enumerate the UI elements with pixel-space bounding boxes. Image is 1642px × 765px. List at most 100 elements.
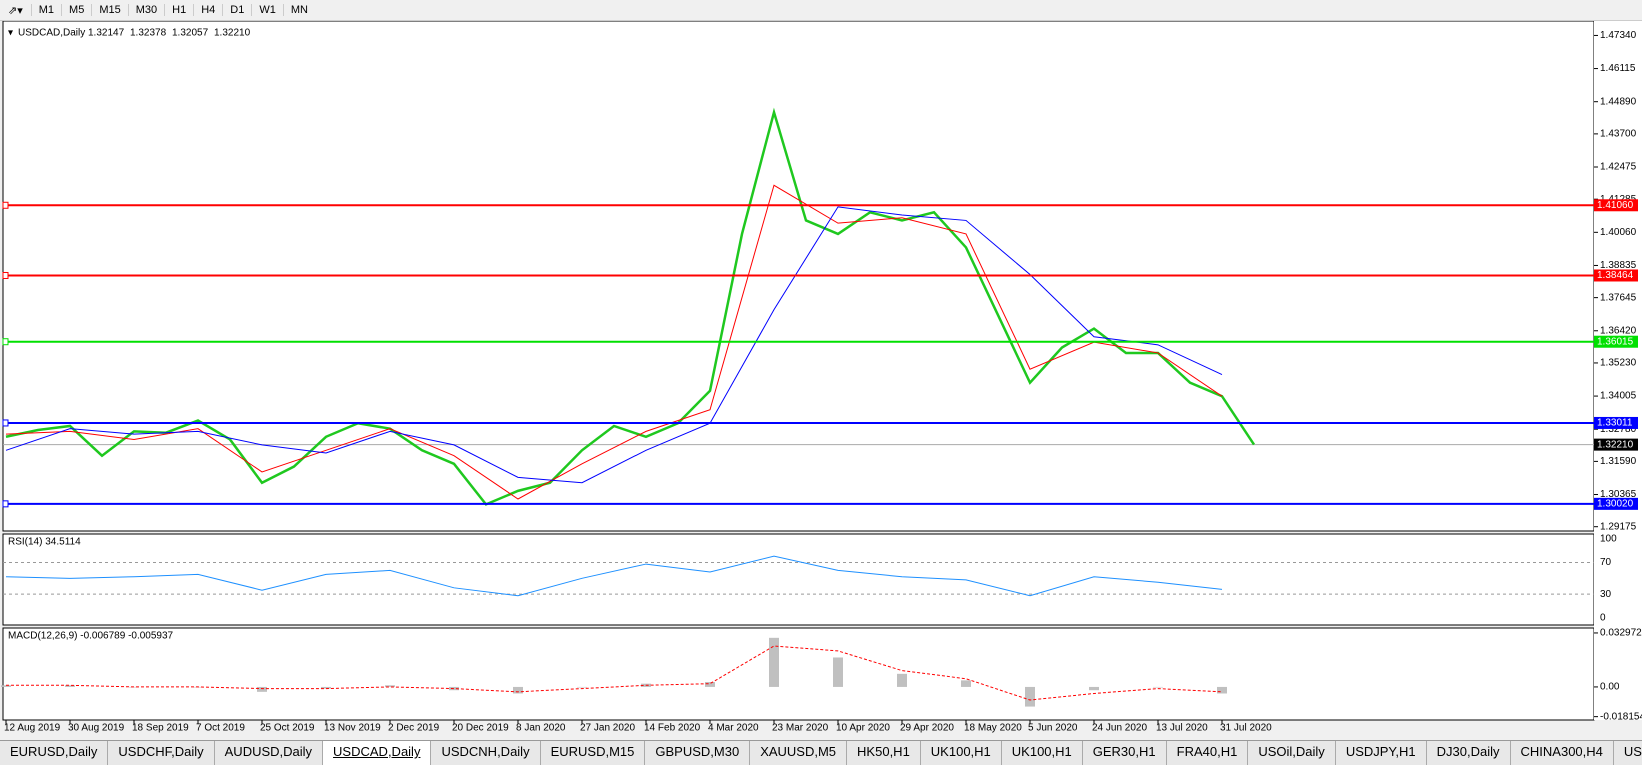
rsi-tick-label: 100: [1600, 533, 1617, 544]
timeframe-button[interactable]: MN: [282, 4, 315, 16]
date-label: 10 Apr 2020: [836, 723, 890, 734]
price-tick-label: 1.46115: [1600, 63, 1636, 74]
chart-tab[interactable]: AUDUSD,Daily: [214, 741, 324, 765]
macd-bar: [769, 637, 779, 687]
level-label-bg: [1594, 199, 1638, 212]
level-label: 1.33011: [1597, 418, 1633, 429]
date-label: 31 Jul 2020: [1220, 723, 1272, 734]
chart-tab[interactable]: GBPUSD,M30: [645, 741, 751, 765]
price-tick-label: 1.44890: [1600, 96, 1637, 107]
date-label: 23 Mar 2020: [772, 723, 829, 734]
timeframe-button[interactable]: H1: [164, 4, 193, 16]
current-price-label: 1.32210: [1597, 439, 1634, 450]
chart-tab[interactable]: DJ30,Daily: [1426, 741, 1511, 765]
price-tick-label: 1.40060: [1600, 227, 1637, 238]
macd-bar: [385, 685, 395, 687]
level-handle: [2, 271, 9, 279]
macd-bar: [513, 686, 523, 694]
price-tick-label: 1.31590: [1600, 456, 1637, 467]
level-label-bg: [1594, 416, 1638, 429]
price-tick-label: 1.38835: [1600, 260, 1637, 271]
macd-title: MACD(12,26,9) -0.006789 -0.005937: [8, 631, 174, 642]
macd-bar: [449, 686, 459, 691]
timeframe-button[interactable]: M5: [61, 4, 91, 16]
symbol: USDCAD,Daily: [18, 28, 85, 39]
chart-tab[interactable]: HK50,H1: [847, 741, 921, 765]
chart-tab[interactable]: UK100,H1: [1001, 741, 1083, 765]
level-label: 1.41060: [1597, 200, 1634, 211]
chart-tab[interactable]: USOil,Daily: [1248, 741, 1336, 765]
macd-bar: [833, 657, 843, 687]
timeframe-button[interactable]: H4: [193, 4, 222, 16]
chart-tab[interactable]: USDCHF,Daily: [108, 741, 215, 765]
date-label: 25 Oct 2019: [260, 723, 315, 734]
price-tick-label: 1.36420: [1600, 325, 1637, 336]
menu-icon[interactable]: ⇗▾: [8, 4, 23, 17]
ohlc-value: 1.32057: [172, 28, 209, 39]
chart-tab[interactable]: USDCNH,Daily: [431, 741, 541, 765]
date-label: 4 Mar 2020: [708, 723, 759, 734]
macd-bar: [1089, 686, 1099, 691]
timeframe-button[interactable]: M1: [30, 4, 61, 16]
chart-tab[interactable]: EURUSD,M15: [540, 741, 646, 765]
macd-bar: [705, 682, 715, 687]
chart-tab[interactable]: EURUSD,Daily: [0, 741, 109, 765]
level-label: 1.38464: [1597, 270, 1634, 281]
chart-tab[interactable]: CHINA300,H4: [1510, 741, 1614, 765]
macd-signal: [6, 645, 1223, 701]
rsi-tick-label: 70: [1600, 557, 1612, 568]
chart-tab[interactable]: FRA40,H1: [1166, 741, 1249, 765]
tab-bar: EURUSD,Daily USDCHF,Daily AUDUSD,Daily USDC…: [0, 740, 1642, 765]
macd-bar: [577, 686, 587, 688]
macd-panel: [2, 627, 1595, 721]
level-label-bg: [1594, 497, 1638, 510]
price-tick-label: 1.34005: [1600, 391, 1637, 402]
macd-bar: [1025, 686, 1035, 707]
price-tick-label: 1.32780: [1600, 424, 1637, 435]
chart-tab[interactable]: USDCAD,Daily: [323, 741, 432, 765]
date-label: 14 Feb 2020: [644, 723, 701, 734]
macd-bar: [65, 685, 75, 687]
level-handle: [2, 500, 9, 508]
macd-bar: [321, 686, 331, 689]
level-handle: [2, 338, 9, 346]
chart-tab[interactable]: GER30,H1: [1082, 741, 1167, 765]
macd-bar: [1, 685, 11, 687]
price-tick-label: 1.47340: [1600, 30, 1637, 41]
chart-tab[interactable]: USDJPY,H1: [1335, 741, 1427, 765]
price-tick-label: 1.30365: [1600, 489, 1637, 500]
level-label-bg: [1594, 335, 1638, 348]
level-label-bg: [1594, 269, 1638, 282]
toolbar: ⇗▾ M1 M5 M15 M30 H1 H4 D1 W1 MN: [0, 0, 1642, 21]
macd-tick-label: 0.032972: [1600, 628, 1642, 639]
level-handle: [2, 419, 9, 427]
chart-tab[interactable]: UK100,H1: [920, 741, 1002, 765]
level-label: 1.36015: [1597, 336, 1634, 347]
timeframe-button[interactable]: M15: [91, 4, 127, 16]
macd-bar: [1153, 686, 1163, 688]
level-handle: [2, 201, 9, 209]
macd-bar: [1217, 686, 1227, 694]
date-label: 20 Dec 2019: [452, 723, 509, 734]
date-label: 12 Aug 2019: [4, 723, 61, 734]
date-label: 5 Jun 2020: [1028, 723, 1078, 734]
timeframe-button[interactable]: M30: [127, 4, 164, 16]
timeframe-button[interactable]: D1: [222, 4, 251, 16]
macd-bar: [129, 686, 139, 688]
price-tick-label: 1.29175: [1600, 521, 1637, 532]
axis-area: [1594, 21, 1642, 720]
chart-tab[interactable]: USOil,D: [1613, 741, 1642, 765]
rsi-panel: [2, 533, 1595, 626]
date-label: 2 Dec 2019: [388, 723, 440, 734]
date-label: 27 Jan 2020: [580, 723, 635, 734]
ma-fast: [5, 184, 1223, 500]
chart: ▾ USDCAD,Daily RSI(14) 34.5114 MACD(12,2…: [1, 21, 1642, 734]
ohlc-value: 1.32210: [214, 28, 251, 39]
date-label: 8 Jan 2020: [516, 723, 566, 734]
price-tick-label: 1.35230: [1600, 358, 1637, 369]
timeframe-button[interactable]: W1: [251, 4, 283, 16]
ohlc-value: 1.32147: [88, 28, 125, 39]
chart-tab[interactable]: XAUUSD,M5: [750, 741, 848, 765]
macd-tick-label: -0.018154: [1600, 711, 1642, 722]
